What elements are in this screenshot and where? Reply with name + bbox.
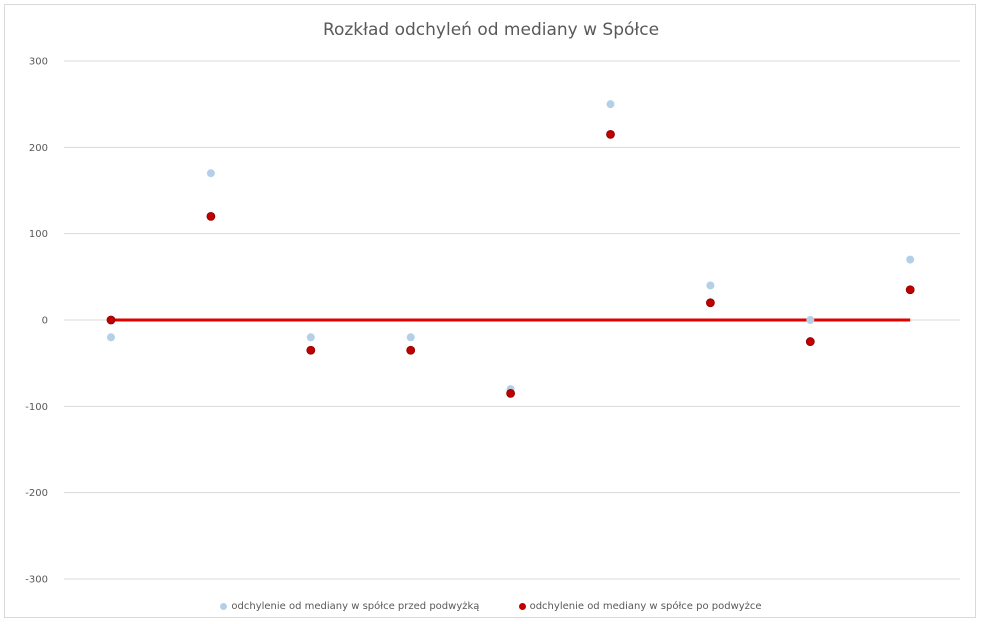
chart-title: Rozkład odchyleń od mediany w Spółce	[322, 20, 660, 40]
series-0-point-2	[306, 333, 315, 342]
y-tick-label-0: 300	[29, 57, 48, 68]
series-0-point-0	[107, 333, 115, 342]
series-1-point-2	[306, 345, 316, 355]
chart-area	[4, 4, 976, 618]
series-0-point-8	[906, 255, 915, 264]
series-1-point-3	[406, 345, 416, 355]
series-0-point-5	[606, 100, 615, 109]
series-1-point-1	[206, 211, 216, 221]
legend-marker-after	[518, 603, 526, 610]
y-tick-label-4: -100	[25, 402, 48, 413]
y-tick-label-3: 0	[42, 316, 48, 327]
y-tick-label-2: 100	[29, 229, 48, 240]
legend: odchylenie od mediany w spółce przed pod…	[0, 601, 982, 613]
series-1-point-4	[506, 388, 516, 398]
y-tick-label-6: -300	[25, 575, 48, 586]
series-1-point-5	[606, 129, 615, 139]
series-0-point-7	[806, 316, 815, 324]
series-0-point-1	[206, 169, 215, 178]
legend-item-before: odchylenie od mediany w spółce przed pod…	[220, 601, 479, 612]
series-1-point-6	[706, 298, 715, 308]
y-tick-label-5: -200	[25, 488, 48, 499]
series-0-point-6	[706, 281, 715, 290]
y-tick-label-1: 200	[29, 143, 48, 154]
series-0-point-3	[406, 333, 415, 342]
legend-item-after: odchylenie od mediany w spółce po podwyż…	[518, 601, 762, 612]
series-1-point-0	[106, 315, 116, 325]
legend-label-after: odchylenie od mediany w spółce po podwyż…	[529, 601, 762, 612]
series-1-point-7	[805, 337, 815, 346]
series-1-point-8	[905, 285, 915, 295]
legend-label-before: odchylenie od mediany w spółce przed pod…	[231, 601, 480, 612]
legend-marker-before	[220, 603, 228, 610]
